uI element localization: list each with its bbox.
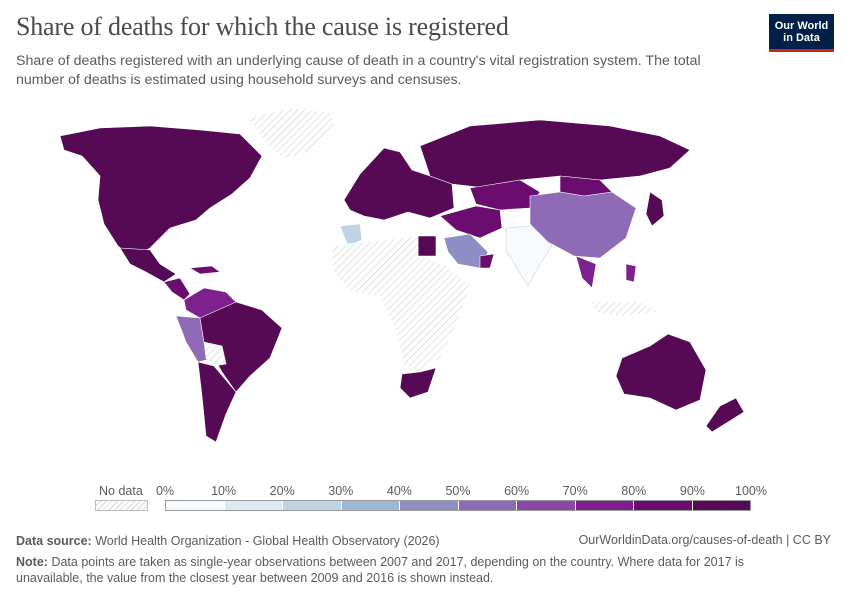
region-russia[interactable] — [419, 119, 691, 189]
legend-tick-label: 20% — [269, 484, 295, 498]
region-oman[interactable] — [479, 253, 495, 269]
region-mexico[interactable] — [119, 247, 177, 283]
chart-title: Share of deaths for which the cause is r… — [16, 12, 509, 41]
legend-tick-label: 80% — [621, 484, 647, 498]
legend-bin[interactable] — [575, 501, 634, 510]
legend-bin[interactable] — [166, 501, 225, 510]
legend-bin[interactable] — [283, 501, 342, 510]
legend-tick-label: 70% — [562, 484, 588, 498]
region-south-africa[interactable] — [399, 367, 437, 399]
region-morocco-algeria[interactable] — [339, 223, 363, 247]
data-source: Data source: World Health Organization -… — [16, 533, 440, 549]
legend-tick-label: 0% — [155, 484, 175, 498]
note-label: Note: — [16, 555, 48, 569]
source-text[interactable]: World Health Organization - Global Healt… — [95, 534, 440, 548]
legend-tick-label: 10% — [211, 484, 237, 498]
legend-bin[interactable] — [458, 501, 517, 510]
region-europe[interactable] — [343, 147, 455, 221]
region-north-america[interactable] — [59, 125, 263, 259]
region-indonesia[interactable] — [589, 301, 661, 317]
logo-line-2: in Data — [783, 32, 820, 44]
legend-bin[interactable] — [400, 501, 459, 510]
region-philippines[interactable] — [625, 263, 637, 283]
legend-tick-label: 90% — [679, 484, 705, 498]
legend-no-data-label: No data — [99, 484, 143, 498]
region-australia[interactable] — [615, 333, 707, 411]
region-caribbean[interactable] — [189, 265, 221, 275]
legend-tick-label: 40% — [386, 484, 412, 498]
region-japan[interactable] — [645, 191, 665, 227]
region-new-zealand[interactable] — [705, 397, 745, 433]
legend-tick-label: 100% — [735, 484, 767, 498]
legend-tick-label: 30% — [328, 484, 354, 498]
note: Note: Data points are taken as single-ye… — [16, 554, 806, 586]
legend-no-data-swatch — [95, 500, 148, 511]
legend-tick-label: 50% — [445, 484, 471, 498]
region-egypt[interactable] — [417, 235, 437, 257]
source-label: Data source: — [16, 534, 92, 548]
region-bolivia[interactable] — [203, 341, 227, 367]
source-url[interactable]: OurWorldinData.org/causes-of-death | CC … — [578, 533, 831, 547]
region-southeast-asia[interactable] — [575, 255, 597, 289]
legend-bin[interactable] — [517, 501, 576, 510]
legend-bin[interactable] — [692, 501, 750, 510]
world-map[interactable] — [0, 96, 850, 456]
owid-logo[interactable]: Our World in Data — [769, 14, 834, 52]
note-text: Data points are taken as single-year obs… — [16, 555, 745, 585]
logo-line-1: Our World — [774, 20, 829, 32]
legend-bin[interactable] — [224, 501, 283, 510]
region-india[interactable] — [505, 225, 553, 287]
legend-bin[interactable] — [341, 501, 400, 510]
legend-bin[interactable] — [634, 501, 693, 510]
legend-color-scale — [165, 500, 751, 511]
region-africa-no-data[interactable] — [329, 235, 471, 373]
region-central-america[interactable] — [163, 277, 191, 301]
legend: No data — [0, 478, 850, 518]
region-turkey-iran[interactable] — [439, 205, 503, 239]
legend-tick-label: 60% — [504, 484, 530, 498]
region-greenland[interactable] — [247, 107, 337, 159]
chart-subtitle: Share of deaths registered with an under… — [16, 53, 701, 88]
region-southern-cone[interactable] — [197, 361, 237, 443]
